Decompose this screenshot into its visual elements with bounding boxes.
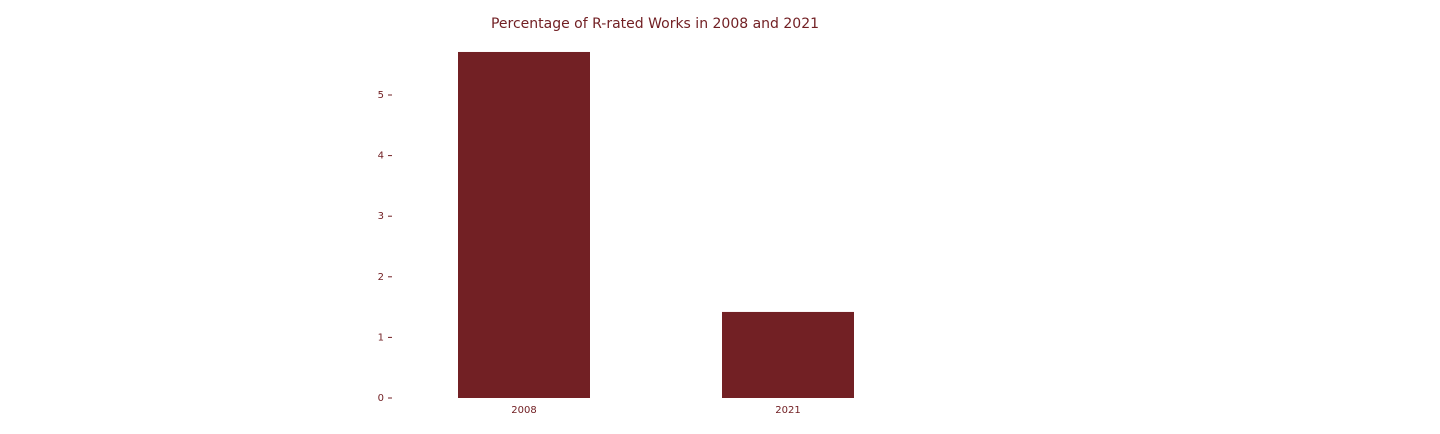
y-tick-label: 2 (378, 272, 384, 283)
bar (722, 311, 854, 398)
bar (458, 51, 590, 398)
y-tick-label: 0 (378, 393, 384, 404)
chart-title: Percentage of R-rated Works in 2008 and … (491, 16, 819, 32)
y-tick-label: 3 (378, 211, 384, 222)
x-tick-label: 2008 (511, 405, 536, 416)
y-tick-label: 5 (378, 90, 384, 101)
y-tick-label: 4 (378, 151, 384, 162)
x-tick-label: 2021 (775, 405, 800, 416)
y-tick-label: 1 (378, 332, 384, 343)
